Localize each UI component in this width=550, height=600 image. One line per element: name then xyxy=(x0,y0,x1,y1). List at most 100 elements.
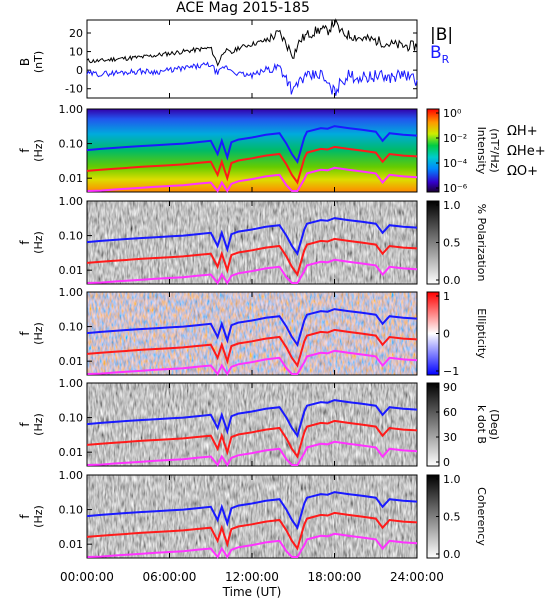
freq-tick-label: 0.10 xyxy=(59,138,84,151)
freq-tick-label: 0.01 xyxy=(59,264,84,277)
colorbar-tick-label: 0.0 xyxy=(443,274,461,287)
spectrogram-panel-5: 1.00 0.10 0.01 f (Hz) 1.0 0.5 0.0 Coherency xyxy=(18,469,488,561)
series-br-line xyxy=(86,61,418,96)
spectrogram-panel-3: 1.00 0.10 0.01 f (Hz) 1 0 −1 Ellipticity xyxy=(18,286,488,378)
colorbar-tick-label: 10⁻² xyxy=(443,132,467,145)
series-total-b-line xyxy=(86,18,418,67)
time-tick-label: 24:00:00 xyxy=(390,570,444,584)
field-ylabel: B xyxy=(18,58,32,66)
colorbar-frame xyxy=(426,382,440,467)
colorbar xyxy=(427,109,439,192)
time-tick-label: 12:00:00 xyxy=(225,570,279,584)
cyclotron-h-plus-line xyxy=(86,491,418,530)
freq-axis-unit: (Hz) xyxy=(32,413,45,436)
cyclotron-h-plus-line xyxy=(86,217,418,256)
figure-title: ACE Mag 2015-185 xyxy=(176,0,310,16)
freq-tick-label: 0.01 xyxy=(59,172,84,185)
colorbar-tick-label: 10⁰ xyxy=(443,107,462,120)
field-y-tick-label: 20 xyxy=(69,27,83,40)
freq-tick-label: 1.00 xyxy=(59,195,84,208)
legend-total-b: |B| xyxy=(430,25,453,45)
colorbar-label: Coherency xyxy=(475,487,488,546)
legend-br: BR xyxy=(430,43,450,66)
field-panel-frame xyxy=(86,19,418,99)
colorbar xyxy=(427,383,439,466)
spectrogram-panel-4: 1.00 0.10 0.01 f (Hz) 90 60 30 0 k dot B (Deg) xyxy=(18,377,501,469)
colorbar-label: Intensity xyxy=(475,127,488,175)
colorbar-tick-label: 0.0 xyxy=(443,548,461,561)
freq-axis-label: f xyxy=(18,514,32,519)
time-tick-label: 06:00:00 xyxy=(143,570,197,584)
freq-tick-label: 1.00 xyxy=(59,103,84,116)
colorbar-label: k dot B xyxy=(475,405,488,444)
field-y-tick-label: 0 xyxy=(76,64,83,77)
cyclotron-h-plus-line xyxy=(86,399,418,438)
colorbar-tick-label: 90 xyxy=(443,381,457,394)
freq-tick-label: 1.00 xyxy=(59,377,84,390)
colorbar-label: % Polarization xyxy=(475,204,488,282)
freq-tick-label: 0.01 xyxy=(59,538,84,551)
cyclotron-o-plus-line xyxy=(86,166,418,193)
cyclotron-o-plus-line xyxy=(86,258,418,285)
freq-tick-label: 0.10 xyxy=(59,321,84,334)
freq-tick-label: 0.01 xyxy=(59,446,84,459)
spectrogram-panel-1: 1.00 0.10 0.01 f (Hz) 10⁰ 10⁻² 10⁻⁴ 10⁻⁶ Intensit… xyxy=(18,103,546,195)
freq-tick-label: 1.00 xyxy=(59,469,84,482)
cyclotron-o-plus-line xyxy=(86,349,418,376)
colorbar-label: (nT²/Hz) xyxy=(488,128,501,172)
freq-axis-unit: (Hz) xyxy=(32,322,45,345)
freq-axis-unit: (Hz) xyxy=(32,139,45,162)
freq-axis-label: f xyxy=(18,240,32,245)
freq-axis-label: f xyxy=(18,148,32,153)
colorbar-tick-label: 0 xyxy=(443,328,450,341)
colorbar xyxy=(427,201,439,284)
time-axis-label: Time (UT) xyxy=(222,585,282,599)
colorbar-label: Ellipticity xyxy=(475,308,488,359)
cyclotron-he-plus-line xyxy=(86,237,418,277)
field-yunit: (nT) xyxy=(32,51,45,73)
cyclotron-o-plus-line xyxy=(86,440,418,467)
freq-tick-label: 0.10 xyxy=(59,230,84,243)
colorbar-tick-label: 1.0 xyxy=(443,199,461,212)
freq-tick-label: 1.00 xyxy=(59,286,84,299)
freq-axis-label: f xyxy=(18,422,32,427)
colorbar-tick-label: 60 xyxy=(443,406,457,419)
field-y-ticks: 20 10 0 -10 xyxy=(65,27,417,96)
freq-axis-unit: (Hz) xyxy=(32,505,45,528)
cyclotron-h-plus-line xyxy=(86,125,418,164)
colorbar xyxy=(427,475,439,558)
cyclotron-legend-o-plus: ΩO+ xyxy=(507,164,538,179)
legend-br-sub: R xyxy=(442,53,450,66)
colorbar-frame xyxy=(426,108,440,193)
cyclotron-o-plus-line xyxy=(86,532,418,559)
freq-tick-label: 0.10 xyxy=(59,412,84,425)
colorbar-tick-label: 1 xyxy=(443,290,450,303)
colorbar xyxy=(427,292,439,375)
time-axis: 00:00:00 06:00:00 12:00:00 18:00:00 24:00:00 xyxy=(60,20,444,584)
cyclotron-h-plus-line xyxy=(86,308,418,347)
colorbar-label: (Deg) xyxy=(488,409,501,440)
colorbar-tick-label: 1.0 xyxy=(443,473,461,486)
colorbar-tick-label: 0.5 xyxy=(443,237,461,250)
colorbar-tick-label: 0.5 xyxy=(443,511,461,524)
colorbar-tick-label: −1 xyxy=(443,365,459,378)
spectrogram-panels: 1.000.100.01f (Hz)10⁰10⁻²10⁻⁴10⁻⁶Intensit… xyxy=(18,103,546,561)
cyclotron-he-plus-line xyxy=(86,145,418,185)
field-y-tick-label: -10 xyxy=(65,83,83,96)
cyclotron-he-plus-line xyxy=(86,419,418,459)
cyclotron-legend-he-plus: ΩHe+ xyxy=(507,144,546,159)
field-y-tick-label: 10 xyxy=(69,46,83,59)
colorbar-tick-label: 10⁻⁴ xyxy=(443,157,468,170)
legend-br-main: B xyxy=(430,43,442,63)
freq-tick-label: 0.01 xyxy=(59,355,84,368)
time-tick-label: 00:00:00 xyxy=(60,570,114,584)
cyclotron-he-plus-line xyxy=(86,511,418,551)
cyclotron-he-plus-line xyxy=(86,328,418,368)
freq-axis-label: f xyxy=(18,331,32,336)
cyclotron-legend-h-plus: ΩH+ xyxy=(507,124,538,139)
spectrogram-panel-2: 1.00 0.10 0.01 f (Hz) 1.0 0.5 0.0 % Polarization xyxy=(18,195,488,287)
colorbar-tick-label: 0 xyxy=(443,456,450,469)
colorbar-tick-label: 30 xyxy=(443,431,457,444)
